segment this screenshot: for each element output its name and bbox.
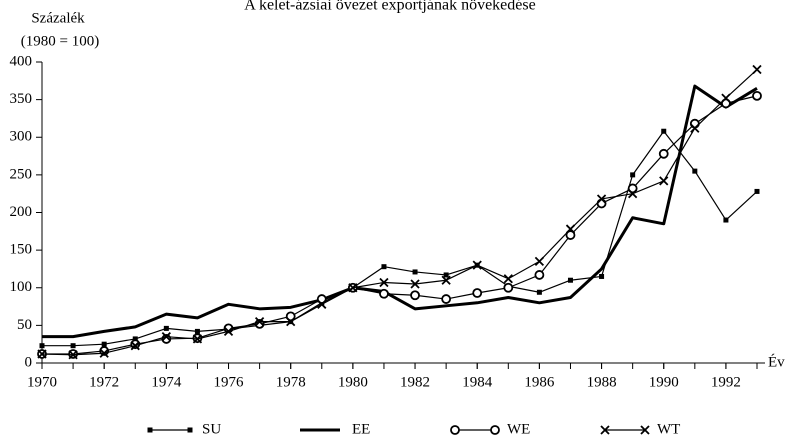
data-point xyxy=(567,277,573,283)
data-point xyxy=(192,334,203,344)
data-point xyxy=(70,343,76,349)
legend-marker xyxy=(450,425,460,435)
data-point xyxy=(721,93,731,103)
data-point xyxy=(161,332,171,342)
data-point xyxy=(130,341,140,351)
data-point xyxy=(690,123,700,133)
data-point xyxy=(443,272,449,278)
data-point xyxy=(379,277,389,288)
x-tick-label: 1992 xyxy=(711,374,741,390)
x-tick-label: 1980 xyxy=(338,374,368,390)
data-point xyxy=(565,230,576,240)
data-point xyxy=(132,336,138,342)
data-point xyxy=(659,176,669,186)
legend-marker xyxy=(640,425,650,435)
data-point xyxy=(472,260,482,270)
data-point xyxy=(596,194,607,204)
y-tick-label: 250 xyxy=(10,166,33,182)
x-tick-label: 1990 xyxy=(649,374,679,390)
data-point xyxy=(410,279,420,289)
data-point xyxy=(101,341,107,347)
data-point xyxy=(723,217,729,223)
series-line xyxy=(42,130,758,347)
y-tick-label: 0 xyxy=(25,354,33,370)
series-line xyxy=(42,84,758,339)
data-point xyxy=(692,168,698,174)
data-point xyxy=(68,350,78,360)
data-point xyxy=(410,290,420,301)
data-point xyxy=(99,348,109,358)
chart-title: A kelet-ázsiai övezet exportjának növeke… xyxy=(244,0,535,14)
data-point xyxy=(441,294,452,304)
data-point xyxy=(658,148,669,159)
data-point xyxy=(752,64,762,75)
legend-marker xyxy=(600,425,610,435)
data-point xyxy=(630,172,636,178)
legend-label: WE xyxy=(507,421,530,437)
data-point xyxy=(412,269,418,275)
data-point xyxy=(39,343,45,349)
data-point xyxy=(628,189,638,199)
data-point xyxy=(254,316,265,327)
x-tick-label: 1972 xyxy=(89,374,119,390)
data-point xyxy=(599,273,605,279)
y-tick-label: 50 xyxy=(17,317,32,333)
x-tick-label: 1986 xyxy=(524,374,555,390)
series-line xyxy=(41,69,758,356)
series-line xyxy=(42,95,758,355)
data-point xyxy=(379,288,389,299)
y-axis-label: (1980 = 100) xyxy=(21,33,99,49)
x-tick-label: 1978 xyxy=(276,374,306,390)
data-point xyxy=(536,289,542,295)
legend-marker xyxy=(147,427,153,433)
data-point xyxy=(752,90,762,101)
x-tick-label: 1970 xyxy=(27,374,57,390)
data-point xyxy=(503,282,514,293)
legend-label: EE xyxy=(352,421,370,437)
x-tick-label: 1976 xyxy=(214,374,245,390)
y-tick-label: 400 xyxy=(10,53,33,69)
y-tick-label: 100 xyxy=(10,279,33,295)
legend-marker xyxy=(490,425,500,435)
data-point xyxy=(163,325,169,331)
y-tick-label: 150 xyxy=(10,242,33,258)
x-tick-label: 1984 xyxy=(462,374,493,390)
x-tick-label: 1974 xyxy=(151,374,182,390)
data-point xyxy=(37,349,47,359)
data-point xyxy=(286,316,296,327)
data-point xyxy=(661,128,667,134)
data-point xyxy=(441,275,451,285)
x-tick-label: 1982 xyxy=(400,374,430,390)
data-point xyxy=(754,188,760,194)
data-point xyxy=(317,299,327,309)
y-axis-label: Százalék xyxy=(31,10,85,26)
data-point xyxy=(348,283,358,293)
y-tick-label: 200 xyxy=(10,204,33,220)
x-tick-label: 1988 xyxy=(587,374,617,390)
data-point xyxy=(194,328,200,334)
legend-label: SU xyxy=(202,421,221,437)
x-axis-label: Év xyxy=(768,353,785,370)
legend-marker xyxy=(187,427,193,433)
data-point xyxy=(503,274,513,284)
legend-label: WT xyxy=(657,421,680,437)
y-tick-label: 300 xyxy=(10,129,33,145)
y-tick-label: 350 xyxy=(10,91,33,107)
data-point xyxy=(565,224,576,234)
data-point xyxy=(534,256,545,267)
data-point xyxy=(223,326,234,337)
data-point xyxy=(381,264,387,270)
data-point xyxy=(472,288,483,298)
data-point xyxy=(534,270,545,280)
